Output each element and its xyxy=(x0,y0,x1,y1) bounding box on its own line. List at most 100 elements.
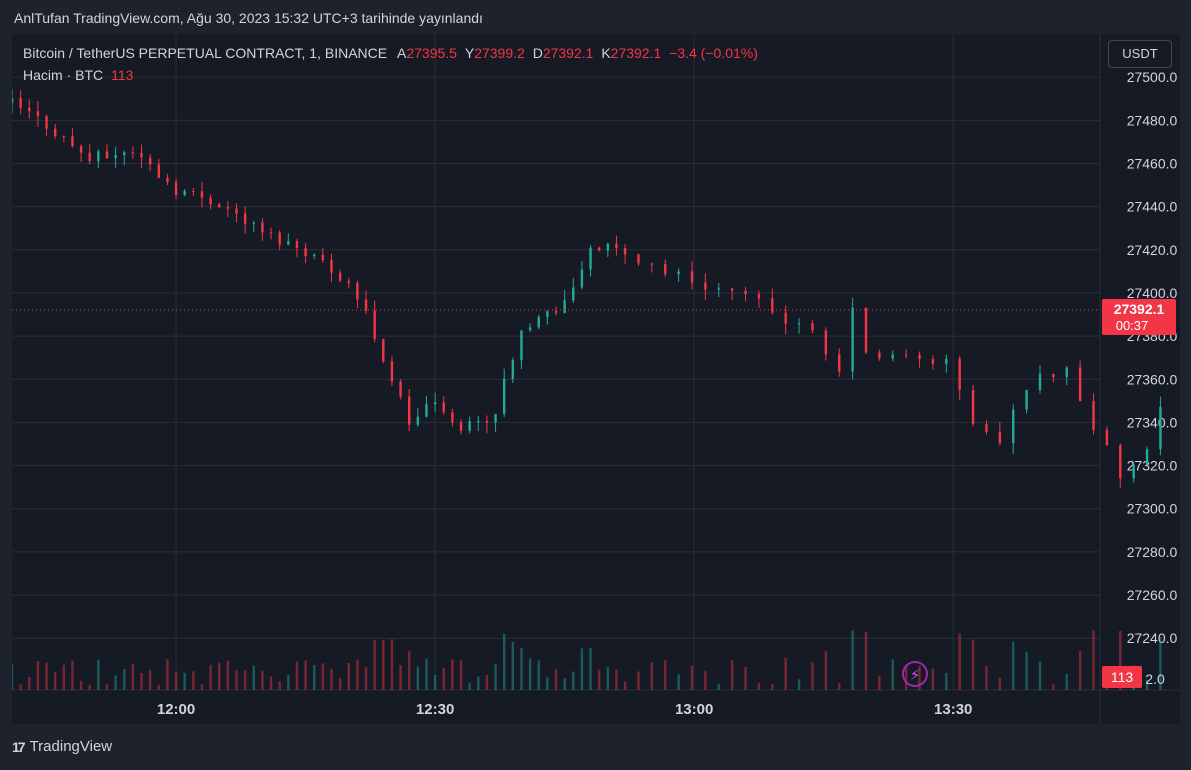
volume-bar xyxy=(958,633,961,690)
volume-bar xyxy=(53,672,57,690)
volume-bar xyxy=(45,662,48,690)
candle-body xyxy=(998,431,1002,444)
volume-bar xyxy=(717,684,720,690)
candle-body xyxy=(123,152,126,156)
volume-value: 113 xyxy=(111,67,134,83)
candle-body xyxy=(451,412,454,423)
volume-bar xyxy=(174,671,178,690)
publish-header: AnlTufan TradingView.com, Ağu 30, 2023 1… xyxy=(0,0,1191,34)
volume-bar xyxy=(891,659,894,690)
candle-body xyxy=(19,98,22,108)
volume-bar xyxy=(131,663,135,690)
candle-body xyxy=(931,358,935,364)
candle-body xyxy=(382,339,385,362)
candle-body xyxy=(730,288,734,291)
volume-bar xyxy=(356,659,359,690)
volume-label[interactable]: Hacim · BTC xyxy=(23,67,104,83)
volume-bar xyxy=(580,648,584,690)
volume-bar xyxy=(744,667,747,690)
candle-body xyxy=(690,271,694,283)
y-tick-label: 27300.0 xyxy=(1127,501,1178,517)
candle-body xyxy=(744,290,747,295)
volume-bar xyxy=(838,683,841,690)
candle-body xyxy=(1145,449,1149,465)
change-value: −3.4 (−0.01%) xyxy=(669,45,758,61)
volume-bar xyxy=(218,662,221,690)
y-tick-label: 27460.0 xyxy=(1127,155,1178,171)
currency-button[interactable]: USDT xyxy=(1108,40,1172,68)
volume-bar xyxy=(192,671,195,690)
volume-bar xyxy=(382,639,385,690)
candle-body xyxy=(226,207,230,209)
volume-bar xyxy=(797,679,801,690)
volume-bar xyxy=(1038,661,1042,690)
candle-body xyxy=(502,378,506,414)
y-tick-label: 27260.0 xyxy=(1127,587,1178,603)
candle-body xyxy=(192,190,195,192)
volume-bar xyxy=(589,648,592,690)
volume-bar xyxy=(140,673,143,690)
candle-body xyxy=(1038,373,1042,391)
candle-body xyxy=(1025,390,1028,410)
candle-body xyxy=(209,197,212,205)
volume-bar xyxy=(148,669,152,690)
candle-body xyxy=(183,190,186,196)
volume-bar xyxy=(1025,651,1028,690)
lightning-glyph: ⚡ xyxy=(910,666,921,684)
symbol-legend: Bitcoin / TetherUS PERPETUAL CONTRACT, 1… xyxy=(23,45,758,61)
candle-body xyxy=(373,310,376,340)
volume-bar xyxy=(904,665,908,690)
candle-body xyxy=(824,330,828,355)
volume-bar xyxy=(851,630,854,690)
volume-bar xyxy=(468,682,471,690)
volume-bar xyxy=(1119,630,1122,690)
y-tick-label: 27420.0 xyxy=(1127,242,1178,258)
volume-bar xyxy=(79,680,83,690)
candle-body xyxy=(520,330,523,361)
candle-body xyxy=(958,358,961,391)
volume-bar xyxy=(28,676,31,690)
candle-body xyxy=(1092,401,1095,430)
volume-bar xyxy=(416,666,420,690)
volume-bar xyxy=(945,672,948,690)
volume-bar xyxy=(690,665,694,690)
y-tick-label: 27320.0 xyxy=(1127,458,1178,474)
candle-body xyxy=(477,420,480,422)
candle-body xyxy=(1065,367,1068,378)
candle-body xyxy=(79,146,83,153)
volume-bar xyxy=(390,639,394,690)
candle-body xyxy=(338,272,342,281)
volume-bar xyxy=(730,660,734,690)
candle-body xyxy=(637,254,640,264)
last-volume-badge xyxy=(1102,666,1142,688)
volume-bar xyxy=(451,659,454,690)
volume-bar xyxy=(71,660,74,690)
lightning-icon[interactable] xyxy=(902,661,928,687)
open-value: 27395.5 xyxy=(406,45,457,61)
candle-body xyxy=(563,300,566,313)
x-tick-label: 12:30 xyxy=(416,701,454,718)
tradingview-logo[interactable]: 17 TradingView xyxy=(12,738,112,755)
price-chart[interactable]: 27500.0 27480.0 27460.0 27440.0 27420.0 27400… xyxy=(12,34,1180,724)
candle-body xyxy=(287,241,290,245)
volume-bar xyxy=(88,685,91,690)
volume-axis-label: 2.0 xyxy=(1145,671,1165,687)
volume-bar xyxy=(183,672,186,690)
symbol-name[interactable]: Bitcoin / TetherUS PERPETUAL CONTRACT, 1… xyxy=(23,45,388,61)
candle-body xyxy=(295,241,299,249)
candle-body xyxy=(784,312,787,324)
volume-bar xyxy=(157,684,160,690)
volume-bar xyxy=(878,675,881,690)
candle-body xyxy=(157,164,160,178)
volume-bar xyxy=(998,677,1002,690)
volume-bar xyxy=(537,660,540,690)
candle-body xyxy=(62,135,66,137)
candle-body xyxy=(606,243,610,251)
volume-bar xyxy=(771,684,774,690)
volume-bar xyxy=(554,669,558,690)
candle-body xyxy=(459,422,463,431)
y-tick-label: 27400.0 xyxy=(1127,285,1178,301)
volume-bar xyxy=(664,660,667,690)
volume-bar xyxy=(606,666,610,690)
y-tick-label: 27360.0 xyxy=(1127,371,1178,387)
